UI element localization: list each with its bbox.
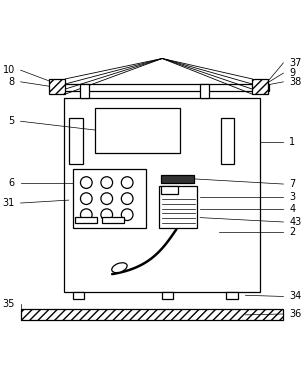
Ellipse shape [112, 263, 127, 273]
Bar [252, 79, 268, 94]
Bar [161, 175, 194, 183]
Text: 2: 2 [289, 227, 295, 237]
Bar [64, 98, 260, 292]
Bar [49, 79, 65, 94]
Text: 1: 1 [289, 137, 295, 147]
Bar [75, 217, 97, 223]
Text: 36: 36 [289, 309, 302, 319]
Text: 3: 3 [289, 192, 295, 202]
Text: 37: 37 [289, 58, 302, 68]
Text: 7: 7 [289, 179, 295, 189]
Text: 34: 34 [289, 292, 302, 302]
Text: 31: 31 [2, 198, 15, 208]
Bar [102, 217, 124, 223]
Bar [159, 186, 197, 228]
Bar [95, 108, 180, 153]
Bar [56, 84, 269, 91]
Text: 4: 4 [289, 204, 295, 214]
Bar [73, 292, 84, 299]
Bar [161, 186, 178, 194]
Bar [226, 292, 237, 299]
Bar [73, 170, 146, 228]
Text: 38: 38 [289, 77, 302, 87]
Bar [200, 84, 209, 98]
Text: 9: 9 [289, 68, 295, 78]
Text: 43: 43 [289, 217, 302, 227]
Text: 35: 35 [2, 299, 15, 309]
Text: 10: 10 [2, 65, 15, 75]
Bar [162, 292, 173, 299]
Text: 8: 8 [9, 77, 15, 87]
Bar [221, 118, 234, 164]
Text: 5: 5 [9, 116, 15, 126]
Bar [69, 118, 83, 164]
Text: 6: 6 [9, 178, 15, 188]
Bar [21, 309, 283, 321]
Bar [81, 84, 89, 98]
